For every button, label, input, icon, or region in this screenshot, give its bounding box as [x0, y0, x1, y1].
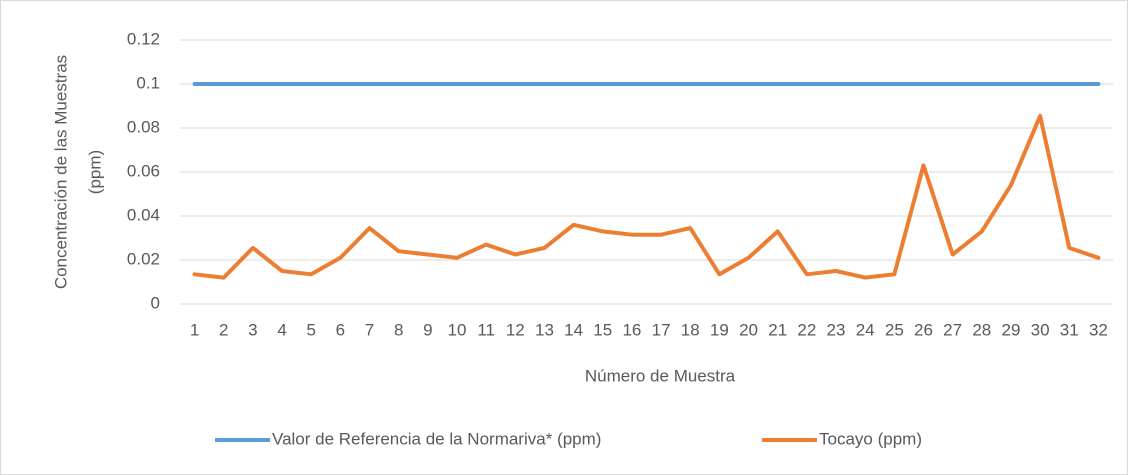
x-tick-label: 15: [593, 320, 612, 339]
x-tick-label: 28: [972, 320, 991, 339]
x-tick-label: 16: [622, 320, 641, 339]
legend-label: Valor de Referencia de la Normariva* (pp…: [272, 429, 601, 448]
x-tick-label: 6: [336, 320, 345, 339]
x-tick-label: 4: [277, 320, 286, 339]
x-tick-label: 20: [739, 320, 758, 339]
x-tick-label: 9: [423, 320, 432, 339]
x-tick-label: 18: [681, 320, 700, 339]
y-tick-label: 0.1: [136, 73, 160, 92]
x-tick-label: 21: [768, 320, 787, 339]
y-tick-label: 0.04: [127, 205, 160, 224]
x-tick-label: 17: [652, 320, 671, 339]
x-tick-label: 14: [564, 320, 583, 339]
x-tick-label: 27: [943, 320, 962, 339]
x-tick-label: 7: [365, 320, 374, 339]
x-tick-label: 32: [1089, 320, 1108, 339]
x-tick-label: 22: [797, 320, 816, 339]
x-tick-label: 2: [219, 320, 228, 339]
x-tick-label: 30: [1031, 320, 1050, 339]
x-tick-label: 1: [190, 320, 199, 339]
x-tick-label: 23: [827, 320, 846, 339]
x-tick-label: 5: [306, 320, 315, 339]
x-tick-label: 10: [448, 320, 467, 339]
y-tick-label: 0.06: [127, 161, 160, 180]
x-tick-label: 29: [1001, 320, 1020, 339]
x-tick-label: 11: [477, 320, 495, 339]
y-axis-label: Concentración de las Muestras: [51, 55, 70, 289]
data-line: [192, 113, 1101, 280]
legend-label: Tocayo (ppm): [819, 429, 922, 448]
y-tick-label: 0: [151, 293, 160, 312]
x-tick-label: 8: [394, 320, 403, 339]
x-tick-label: 26: [914, 320, 933, 339]
x-tick-label: 3: [248, 320, 257, 339]
y-axis-label: (ppm): [85, 150, 104, 194]
x-tick-label: 31: [1060, 320, 1079, 339]
x-tick-label: 19: [710, 320, 729, 339]
y-tick-label: 0.02: [127, 249, 160, 268]
x-tick-label: 25: [885, 320, 904, 339]
x-tick-label: 24: [856, 320, 875, 339]
x-tick-label: 12: [506, 320, 525, 339]
y-tick-label: 0.12: [127, 29, 160, 48]
y-tick-label: 0.08: [127, 117, 160, 136]
x-tick-label: 13: [535, 320, 554, 339]
x-axis-label: Número de Muestra: [585, 366, 736, 385]
